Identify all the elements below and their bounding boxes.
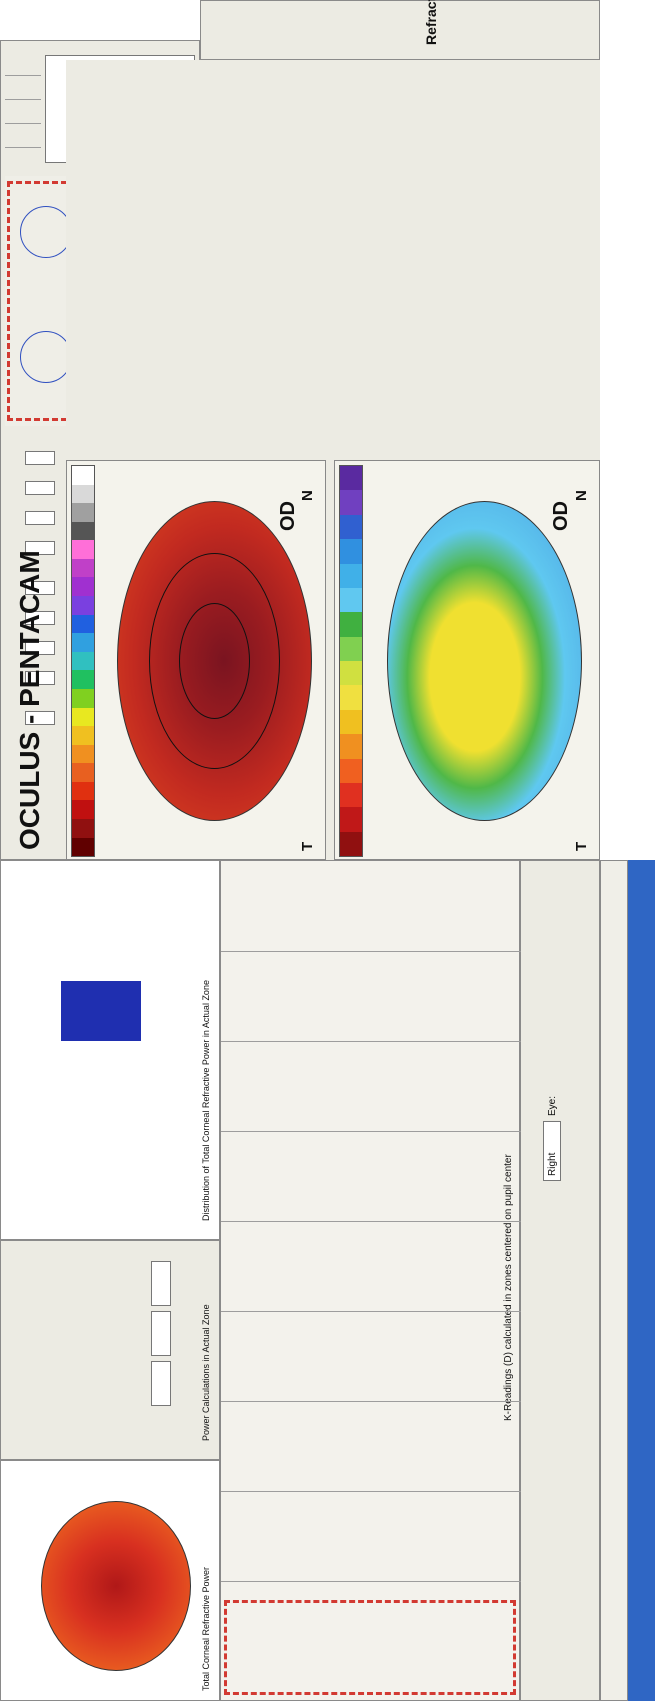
- exam-header: Eye: Right: [520, 860, 600, 1701]
- total-corneal-power-map[interactable]: Total Corneal Refractive Power: [0, 1460, 220, 1701]
- power-calc-title: Power Calculations in Actual Zone: [201, 1304, 211, 1441]
- pentacam-window-titlebar: [628, 860, 655, 1701]
- app-title: OCULUS - PENTACAM: [14, 550, 45, 850]
- refractive-tab-bar[interactable]: Refractive: [200, 0, 600, 60]
- patient-fields: [5, 55, 41, 163]
- k-readings-table: K-Readings (D) calculated in zones cente…: [220, 860, 521, 1701]
- elevation-front-tile[interactable]: OD T N: [334, 460, 600, 860]
- elev-front-temporal-label: T: [573, 841, 590, 851]
- eye-field[interactable]: [543, 1121, 561, 1181]
- k-readings-title: K-Readings (D) calculated in zones cente…: [503, 1154, 514, 1421]
- histogram-bars: [61, 981, 141, 1041]
- sagittal-scale: [71, 465, 95, 857]
- distribution-histogram: Distribution of Total Corneal Refractive…: [0, 860, 220, 1240]
- sagittal-eye-label: OD: [277, 501, 299, 531]
- refractive-tab-label: Refractive: [423, 0, 439, 45]
- sagittal-temporal-label: T: [299, 841, 316, 851]
- sagittal-front-tile[interactable]: OD T N: [66, 460, 326, 860]
- power-calculations: Power Calculations in Actual Zone: [0, 1240, 220, 1460]
- eye-field-label: Eye:: [547, 1095, 558, 1116]
- sagittal-nasal-label: N: [299, 490, 316, 501]
- total-power-title: Total Corneal Refractive Power: [201, 1566, 211, 1691]
- elev-front-eye-label: OD: [550, 501, 572, 531]
- eye-field-value: Right: [547, 1152, 558, 1176]
- elev-front-scale: [339, 465, 363, 857]
- elev-front-nasal-label: N: [573, 490, 590, 501]
- total-power-disc: [41, 1501, 191, 1671]
- total-refractive-power-highlight: [224, 1600, 516, 1695]
- menu-bar[interactable]: [600, 860, 628, 1701]
- panel-a-map-grid: OD T N OD T N: [66, 60, 600, 860]
- distribution-title: Distribution of Total Corneal Refractive…: [201, 980, 211, 1221]
- elev-front-disc: [387, 501, 582, 821]
